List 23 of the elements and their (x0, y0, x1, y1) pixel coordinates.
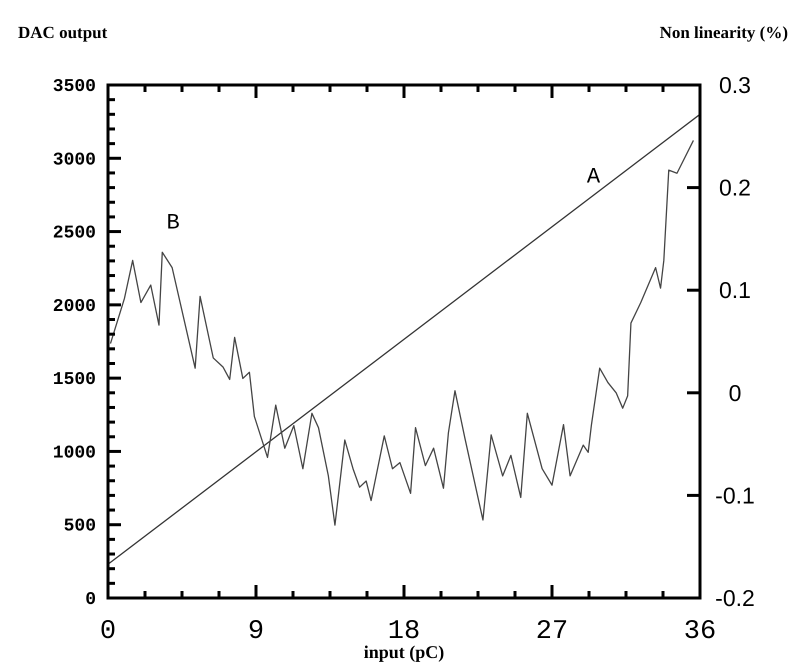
y-tick-label: 2500 (52, 224, 96, 244)
y-tick-label: 1000 (52, 443, 96, 464)
x-tick-label: 0 (100, 617, 116, 647)
annotation: A (586, 164, 601, 190)
y-axis-title: DAC output (18, 23, 108, 42)
x-tick-label: 36 (684, 617, 716, 647)
x-tick-label: 9 (248, 617, 264, 647)
y2-tick-label: -0.2 (715, 585, 755, 611)
y2-tick-label: -0.1 (715, 482, 755, 508)
y-tick-label: 2000 (52, 296, 96, 317)
y-tick-label: 3000 (52, 150, 96, 170)
line-series (110, 140, 694, 526)
y-tick-label: 3500 (52, 77, 96, 97)
y2-tick-label: 0 (728, 380, 742, 406)
y-tick-label: 1500 (52, 370, 96, 390)
annotation: B (166, 210, 180, 236)
y2-tick-label: 0.1 (719, 277, 751, 304)
y-tick-label: 0 (85, 590, 96, 610)
y-tick-label: 500 (64, 516, 96, 537)
y2-tick-label: 0.2 (719, 174, 751, 201)
x-tick-label: 27 (536, 617, 568, 647)
y2-tick-label: 0.3 (719, 72, 751, 98)
y2-axis-title: Non linearity (%) (660, 23, 788, 42)
